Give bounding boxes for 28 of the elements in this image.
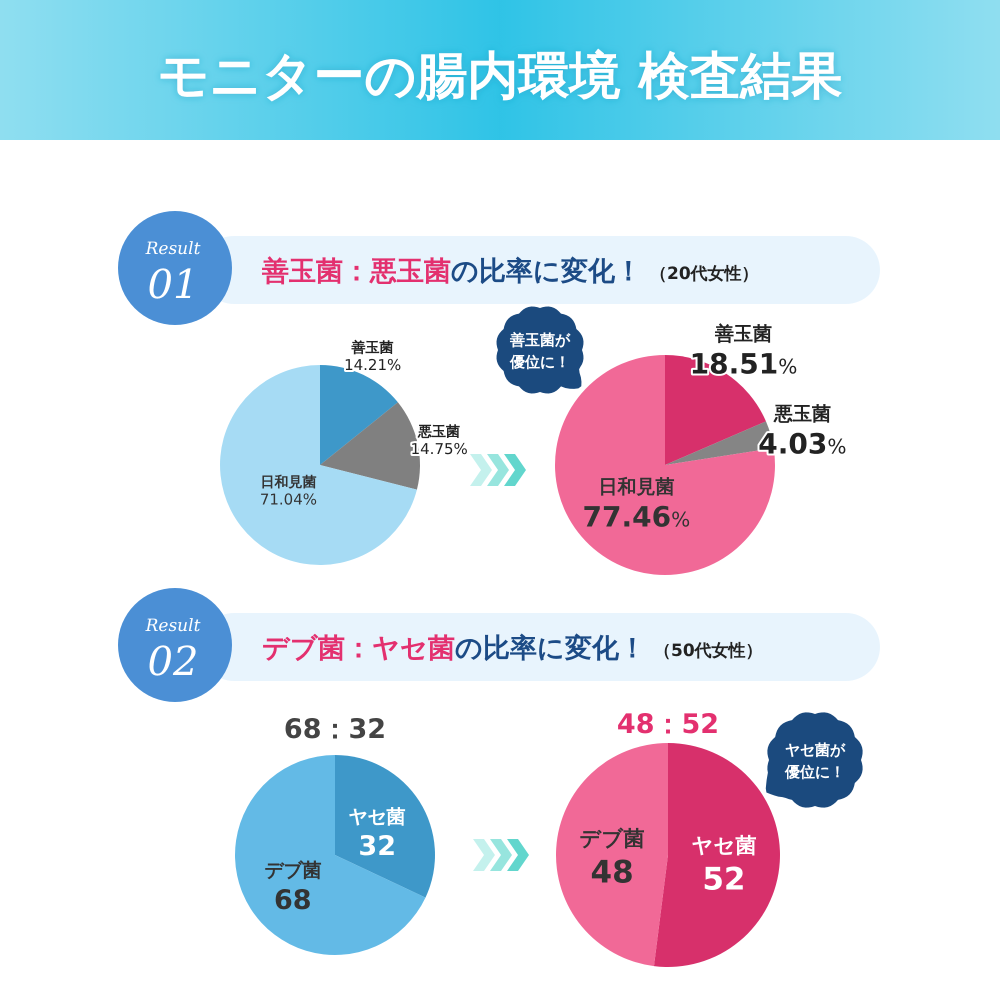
title: 48：52 xyxy=(616,709,720,740)
category-label: 悪玉菌 xyxy=(774,402,831,425)
category-label: 日和見菌 xyxy=(260,474,316,491)
annotation: 善玉菌が優位に！ xyxy=(496,306,584,394)
subtitle: （50代女性） xyxy=(654,641,763,661)
category-label: 日和見菌 xyxy=(598,476,674,498)
title: 68：32 xyxy=(284,714,386,745)
value-label: 48 xyxy=(590,854,634,890)
annotation: ヤセ菌が優位に！ xyxy=(766,712,863,808)
value-label: 77.46% xyxy=(582,500,690,534)
annotation: Result 02 xyxy=(118,588,232,702)
subtitle: （20代女性） xyxy=(650,264,759,284)
value-label: 68 xyxy=(274,884,312,916)
value-label: 71.04% xyxy=(260,490,318,509)
value-label: 32 xyxy=(358,831,396,862)
category-label: 善玉菌 xyxy=(352,340,394,356)
annotation: Result 01 xyxy=(118,211,232,325)
category-label: デブ菌 xyxy=(264,860,322,882)
title: デブ菌：ヤセ菌の比率に変化！ xyxy=(262,633,646,664)
category-label: 悪玉菌 xyxy=(418,424,460,440)
value-label: 14.21% xyxy=(344,356,402,374)
category-label: ヤセ菌 xyxy=(348,806,406,828)
value-label: 52 xyxy=(702,862,746,898)
title: 善玉菌：悪玉菌の比率に変化！ xyxy=(262,256,642,287)
category-label: 善玉菌 xyxy=(715,323,772,346)
category-label: ヤセ菌 xyxy=(691,834,756,858)
category-label: デブ菌 xyxy=(580,826,645,851)
title: モニターの腸内環境 検査結果 xyxy=(158,47,842,106)
